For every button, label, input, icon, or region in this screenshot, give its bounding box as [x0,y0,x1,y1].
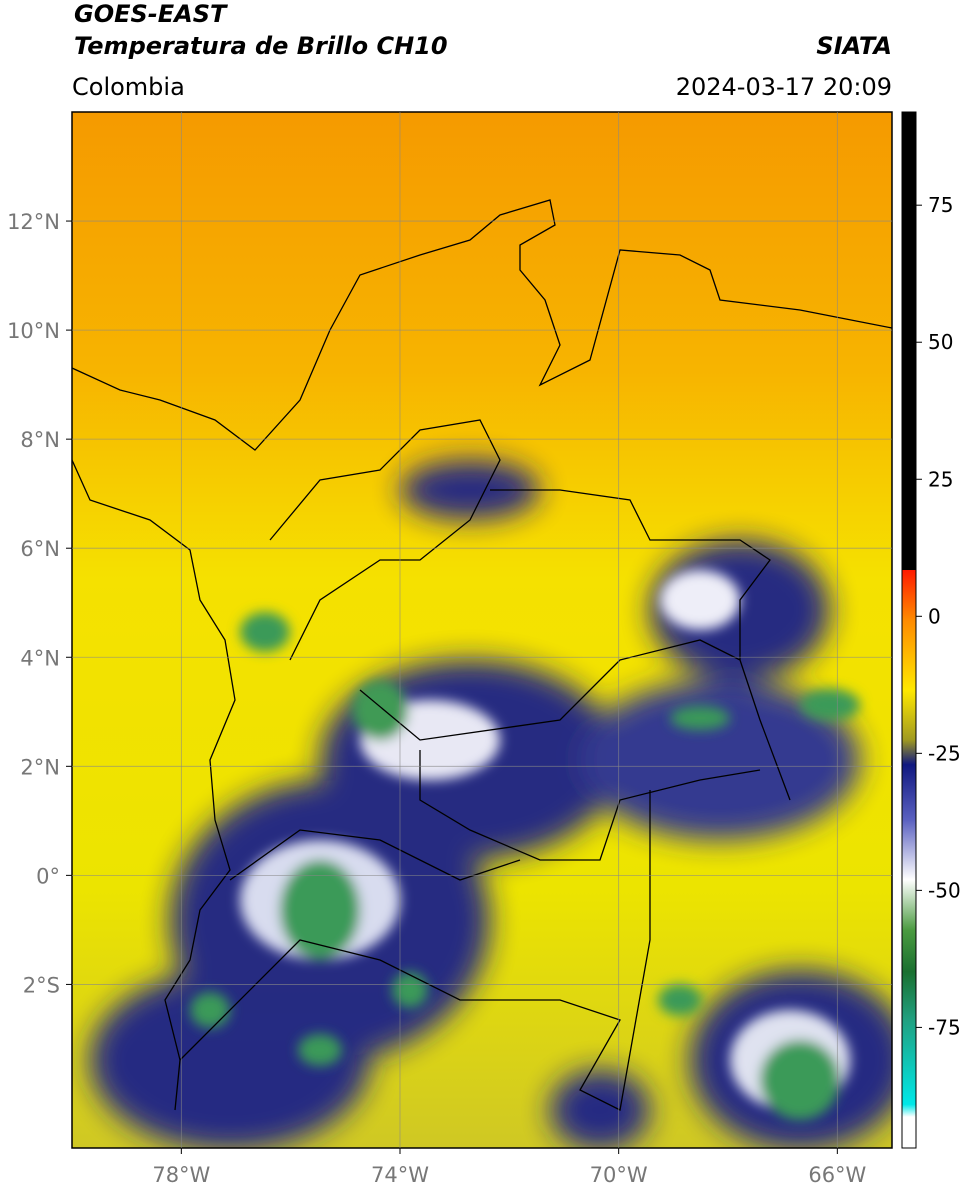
colorbar [901,111,917,1149]
y-tick-label: 0° [36,864,60,888]
map-frame [71,111,893,1149]
colorbar-tick-label: 0 [928,604,941,628]
y-tick-label: 10°N [7,319,60,343]
y-tick-label: 2°N [20,755,60,779]
colorbar-tick-label: -50 [928,878,961,902]
y-tick-label: 6°N [20,537,60,561]
colorbar-tick-label: 25 [928,467,953,491]
y-tick-label: 4°N [20,646,60,670]
colorbar-tick-label: 75 [928,193,953,217]
satellite-image [72,112,892,1148]
colorbar-tick-label: -25 [928,741,961,765]
y-tick-label: 8°N [20,428,60,452]
x-tick-label: 74°W [371,1163,429,1187]
x-tick-label: 78°W [152,1163,210,1187]
y-tick-label: 12°N [7,210,60,234]
x-tick-label: 70°W [590,1163,648,1187]
region: Colombia [72,73,185,101]
source: SIATA [816,32,892,60]
title: GOES-EAST [74,0,228,28]
colorbar-tick-label: 50 [928,330,953,354]
datetime: 2024-03-17 20:09 [676,73,892,101]
y-tick-label: 2°S [23,973,60,997]
colorbar-tick-label: -75 [928,1015,961,1039]
x-tick-label: 66°W [808,1163,866,1187]
subtitle: Temperatura de Brillo CH10 [74,32,448,60]
